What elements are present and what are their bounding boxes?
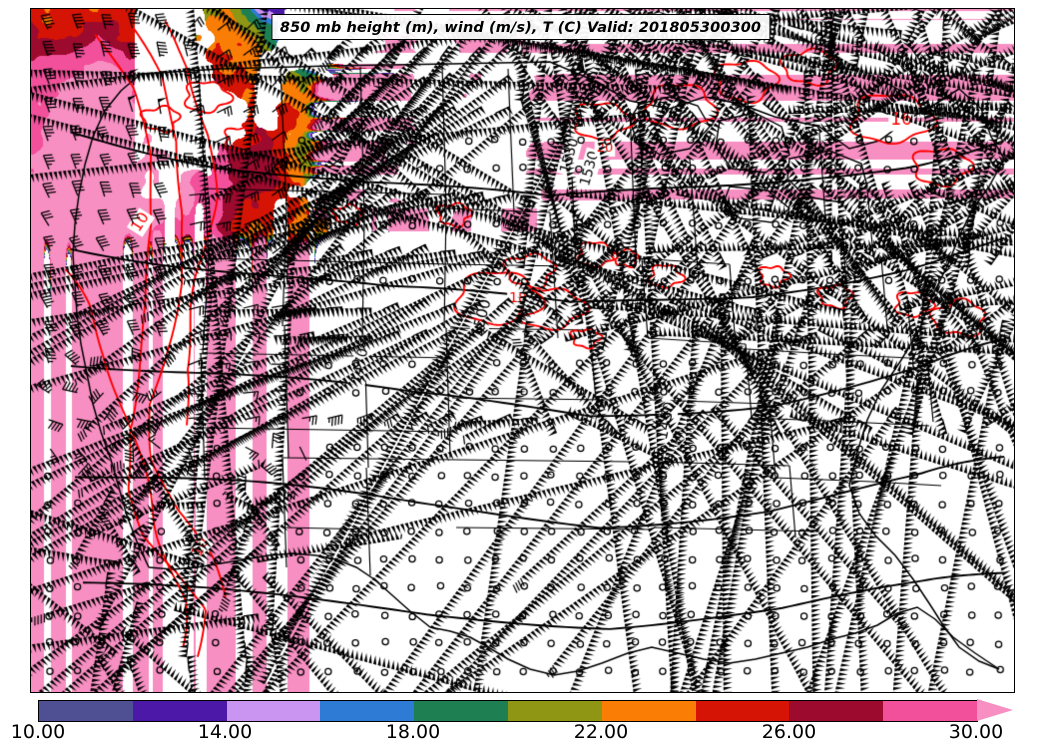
- colorbar-tick-18: 18.00: [385, 721, 441, 743]
- colorbar-segment-8: [789, 701, 884, 721]
- colorbar-segment-4: [414, 701, 508, 721]
- colorbar-segment-7: [695, 701, 790, 721]
- colorbar-segment-5: [507, 701, 602, 721]
- colorbar-tick-labels: 10.00 14.00 18.00 22.00 26.00 30.00: [0, 721, 1041, 745]
- colorbar-segment-0: [39, 701, 133, 721]
- colorbar-tick-26: 26.00: [761, 721, 817, 743]
- colorbar-segment-3: [320, 701, 415, 721]
- colorbar-segment-2: [226, 701, 321, 721]
- map-title-box: 850 mb height (m), wind (m/s), T (C) Val…: [270, 14, 771, 40]
- colorbar-gradient: [38, 700, 978, 722]
- colorbar-tick-10: 10.00: [10, 721, 66, 743]
- colorbar-segment-1: [132, 701, 227, 721]
- colorbar-tick-14: 14.00: [197, 721, 253, 743]
- map-panel: [30, 8, 1015, 693]
- weather-map-plot: [31, 9, 1014, 692]
- map-title: 850 mb height (m), wind (m/s), T (C) Val…: [279, 20, 762, 36]
- colorbar-extend-max-arrow-icon: [977, 699, 1013, 721]
- colorbar-segment-9: [883, 701, 977, 721]
- colorbar-tick-30: 30.00: [948, 721, 1004, 743]
- colorbar-tick-22: 22.00: [573, 721, 629, 743]
- colorbar-segment-6: [601, 701, 696, 721]
- colorbar-panel: 10.00 14.00 18.00 22.00 26.00 30.00: [0, 693, 1041, 745]
